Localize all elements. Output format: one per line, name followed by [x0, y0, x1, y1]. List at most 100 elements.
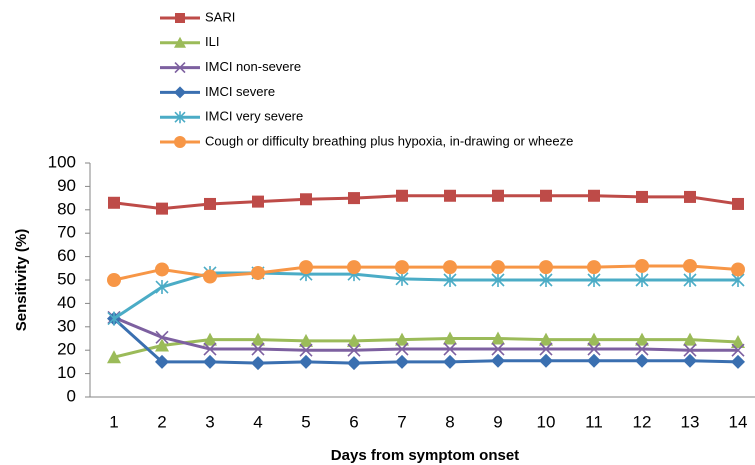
marker: [203, 354, 217, 369]
line: [113, 337, 739, 359]
marker: [203, 269, 217, 284]
marker: [491, 260, 505, 275]
marker: [174, 36, 186, 48]
marker: [587, 342, 601, 356]
y-tick-label: 0: [67, 386, 76, 405]
marker: [443, 331, 457, 345]
line: [113, 271, 738, 320]
marker: [540, 189, 552, 202]
y-tick-label: 40: [57, 293, 76, 312]
marker: [683, 353, 697, 368]
marker: [443, 354, 457, 369]
marker: [108, 196, 120, 209]
marker: [683, 332, 697, 346]
x-tick-label: 13: [681, 412, 700, 431]
x-tick-label: 9: [493, 412, 502, 431]
marker: [107, 311, 121, 326]
marker: [587, 353, 601, 368]
marker: [175, 13, 185, 23]
marker: [155, 338, 169, 352]
marker: [539, 332, 553, 346]
x-tick-label: 11: [585, 412, 603, 431]
x-tick-label: 6: [349, 412, 358, 431]
marker: [539, 260, 553, 275]
marker: [252, 195, 264, 208]
y-tick-label: 20: [57, 340, 76, 359]
marker: [155, 330, 169, 344]
marker: [107, 350, 121, 364]
marker: [299, 343, 313, 357]
marker: [444, 189, 456, 202]
marker: [299, 354, 313, 369]
y-tick-label: 70: [57, 223, 76, 242]
marker: [251, 265, 265, 280]
marker: [635, 258, 649, 273]
marker: [174, 111, 186, 124]
marker: [107, 273, 121, 287]
marker: [395, 354, 409, 369]
x-tick-label: 5: [301, 412, 310, 431]
y-tick-label: 60: [57, 246, 76, 265]
marker: [635, 332, 649, 346]
marker: [732, 197, 744, 210]
marker: [299, 260, 313, 275]
line: [113, 194, 739, 211]
marker: [636, 190, 648, 203]
marker: [155, 262, 169, 277]
marker: [395, 271, 409, 286]
x-tick-label: 8: [445, 412, 454, 431]
marker: [539, 353, 553, 368]
marker: [492, 189, 504, 202]
marker: [174, 62, 186, 74]
marker: [347, 260, 361, 275]
marker: [683, 343, 697, 357]
marker: [587, 260, 601, 275]
legend-label: SARI: [205, 9, 235, 24]
marker: [251, 356, 265, 371]
marker: [347, 356, 361, 371]
marker: [174, 136, 186, 148]
marker: [539, 342, 553, 356]
marker: [731, 343, 745, 357]
legend-label: IMCI severe: [205, 84, 275, 99]
legend-label: Cough or difficulty breathing plus hypox…: [205, 133, 573, 148]
marker: [300, 193, 312, 206]
marker: [683, 258, 697, 273]
marker: [635, 342, 649, 356]
y-tick-label: 50: [57, 269, 76, 288]
marker: [491, 342, 505, 356]
y-axis-title: Sensitivity (%): [13, 229, 30, 332]
marker: [299, 333, 313, 347]
marker: [587, 332, 601, 346]
marker: [396, 189, 408, 202]
marker: [347, 333, 361, 347]
marker: [395, 342, 409, 356]
legend-label: IMCI very severe: [205, 109, 303, 124]
marker: [443, 273, 457, 287]
marker: [491, 331, 505, 345]
marker: [155, 280, 169, 295]
marker: [348, 192, 360, 205]
marker: [203, 332, 217, 346]
legend-label: ILI: [205, 34, 219, 49]
y-tick-label: 30: [57, 316, 76, 335]
marker: [684, 190, 696, 203]
marker: [731, 354, 745, 369]
legend-label: IMCI non-severe: [205, 59, 301, 74]
marker: [395, 260, 409, 275]
y-tick-label: 80: [57, 199, 76, 218]
x-axis-title: Days from symptom onset: [331, 447, 519, 464]
marker: [635, 353, 649, 368]
marker: [731, 262, 745, 277]
line: [113, 316, 738, 352]
marker: [443, 260, 457, 275]
x-tick-label: 7: [397, 412, 406, 431]
marker: [347, 343, 361, 357]
marker: [539, 273, 553, 287]
y-tick-label: 10: [57, 363, 76, 382]
marker: [731, 335, 745, 349]
marker: [683, 273, 697, 287]
x-tick-label: 12: [633, 412, 652, 431]
marker: [156, 202, 168, 215]
